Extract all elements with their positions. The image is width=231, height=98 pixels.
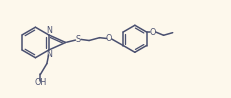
Text: O: O xyxy=(106,34,112,43)
Text: S: S xyxy=(75,35,80,44)
Text: N: N xyxy=(46,50,52,59)
Text: O: O xyxy=(149,28,156,37)
Text: OH: OH xyxy=(34,78,46,87)
Text: N: N xyxy=(46,26,52,35)
